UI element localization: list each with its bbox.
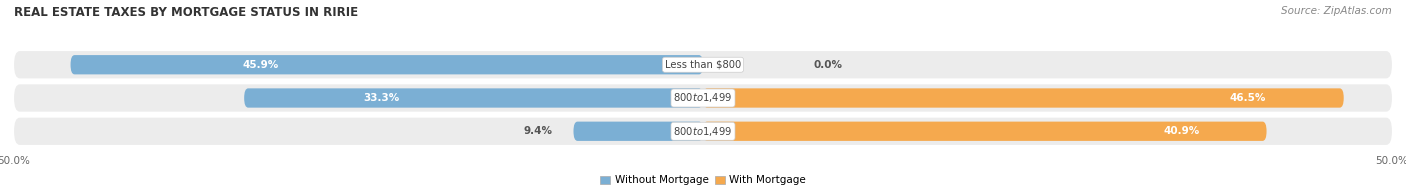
Text: 40.9%: 40.9% — [1164, 126, 1201, 136]
FancyBboxPatch shape — [14, 118, 1392, 145]
Text: Less than $800: Less than $800 — [665, 60, 741, 70]
Text: REAL ESTATE TAXES BY MORTGAGE STATUS IN RIRIE: REAL ESTATE TAXES BY MORTGAGE STATUS IN … — [14, 6, 359, 19]
Text: $800 to $1,499: $800 to $1,499 — [673, 125, 733, 138]
FancyBboxPatch shape — [14, 51, 1392, 78]
FancyBboxPatch shape — [70, 55, 703, 74]
Text: Source: ZipAtlas.com: Source: ZipAtlas.com — [1281, 6, 1392, 16]
FancyBboxPatch shape — [703, 122, 1267, 141]
Text: 46.5%: 46.5% — [1229, 93, 1265, 103]
Text: $800 to $1,499: $800 to $1,499 — [673, 92, 733, 104]
Legend: Without Mortgage, With Mortgage: Without Mortgage, With Mortgage — [596, 171, 810, 189]
FancyBboxPatch shape — [245, 88, 703, 108]
FancyBboxPatch shape — [703, 88, 1344, 108]
Text: 0.0%: 0.0% — [813, 60, 842, 70]
Text: 45.9%: 45.9% — [242, 60, 278, 70]
Text: 33.3%: 33.3% — [364, 93, 399, 103]
FancyBboxPatch shape — [574, 122, 703, 141]
Text: 9.4%: 9.4% — [524, 126, 553, 136]
FancyBboxPatch shape — [14, 84, 1392, 112]
